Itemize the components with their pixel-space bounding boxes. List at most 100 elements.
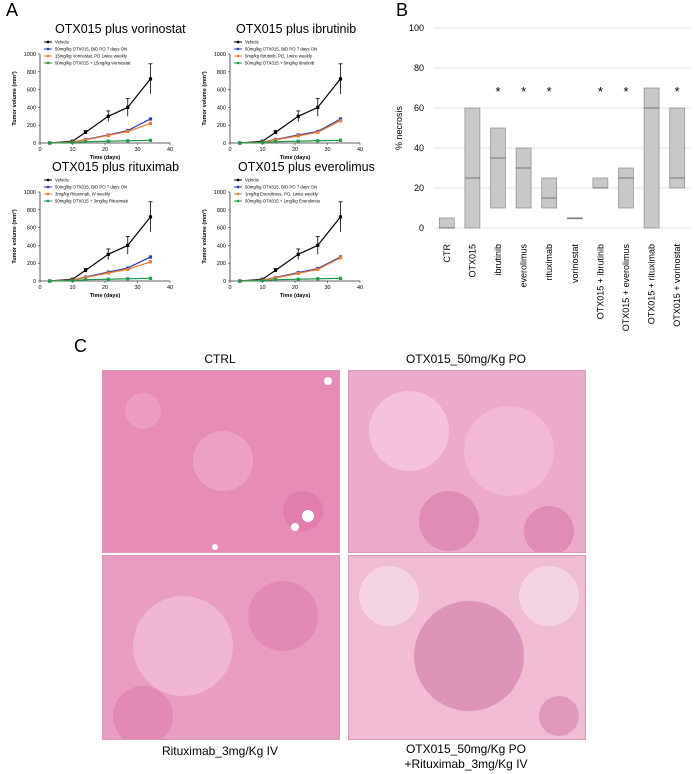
y-tick-label: 800 <box>27 208 36 214</box>
y-tick-label: 1000 <box>24 52 36 58</box>
y-tick-label: 200 <box>27 123 36 129</box>
x-category-label: OTX015 <box>467 244 477 278</box>
micrograph-ctrl <box>102 370 340 553</box>
y-tick-label: 600 <box>217 88 226 94</box>
series-line <box>239 257 341 282</box>
legend-marker <box>46 61 50 65</box>
data-point <box>83 278 88 282</box>
significance-star: * <box>547 84 552 99</box>
data-point <box>338 256 343 260</box>
y-tick-label: 200 <box>217 123 226 129</box>
y-axis-label: Tumor volume (mm³) <box>11 71 18 125</box>
data-point <box>148 276 153 280</box>
data-point <box>148 138 153 142</box>
legend-label: Vehicle <box>55 178 69 183</box>
y-tick-label: 0 <box>33 279 36 285</box>
data-point <box>70 140 75 145</box>
x-axis-label: Time (days) <box>280 155 311 161</box>
legend-marker <box>236 199 240 203</box>
data-point <box>148 255 153 259</box>
y-tick-label: 1000 <box>214 190 226 196</box>
box <box>464 107 481 229</box>
micrograph-label-combo-line2: +Rituximab_3mg/Kg IV <box>404 757 528 771</box>
x-category-label: OTX015 + rituximab <box>647 244 657 324</box>
data-point <box>106 277 110 281</box>
legend-label: 50mg/kg OTX015, BID PO 7 days ON <box>55 47 127 52</box>
y-tick-label: 400 <box>27 243 36 249</box>
legend-marker <box>46 192 50 196</box>
legend-marker <box>236 47 240 51</box>
legend-marker <box>236 54 240 58</box>
y-tick-label: 0 <box>223 279 226 285</box>
box <box>438 217 455 229</box>
data-point <box>296 139 300 143</box>
legend-label: 50mg/kg OTX015 + 5mg/kg Ibrutinib <box>245 61 315 66</box>
legend-label: 50mg/kg OTX015, BID PO 7 days ON <box>245 47 317 52</box>
y-tick-label: 600 <box>217 226 226 232</box>
x-tick-label: 10 <box>69 147 75 153</box>
x-tick-label: 10 <box>259 147 265 153</box>
x-tick-label: 30 <box>134 147 140 153</box>
chart-title-vorinostat: OTX015 plus vorinostat <box>55 22 186 36</box>
data-point <box>126 139 130 143</box>
data-point <box>126 105 130 109</box>
data-point <box>126 129 130 134</box>
y-tick-label: 600 <box>27 226 36 232</box>
chart-title-rituximab: OTX015 plus rituximab <box>52 160 180 174</box>
x-category-label: everolimus <box>519 244 529 288</box>
data-point <box>238 279 242 283</box>
data-point <box>273 138 278 142</box>
x-category-label: OTX015 + vorinostat <box>672 244 682 327</box>
data-point <box>338 77 343 81</box>
x-tick-label: 20 <box>292 147 298 153</box>
data-point <box>296 252 300 256</box>
x-tick-label: 40 <box>357 285 363 291</box>
data-point <box>126 243 130 247</box>
data-point <box>48 141 52 145</box>
data-point <box>338 119 343 123</box>
x-tick-label: 10 <box>259 285 265 291</box>
legend-marker <box>236 185 240 189</box>
data-point <box>48 279 52 283</box>
data-point <box>148 215 153 219</box>
box <box>669 107 686 189</box>
data-point <box>273 268 278 272</box>
series-line <box>239 216 341 282</box>
x-tick-label: 30 <box>324 285 330 291</box>
x-tick-label: 10 <box>69 285 75 291</box>
data-point <box>338 138 343 142</box>
legend-label: 50mg/kg OTX015, BID PO 7 days ON <box>55 185 127 190</box>
box <box>490 127 506 209</box>
data-point <box>296 277 300 281</box>
y-tick-label: 1000 <box>24 190 36 196</box>
data-point <box>338 276 343 280</box>
x-axis-label: Time (days) <box>90 293 121 299</box>
panel-a-letter: A <box>6 0 19 20</box>
legend-label: 50mg/kg OTX015 + 1mg/kg Everolimus <box>245 199 320 204</box>
series-line <box>239 120 341 144</box>
box <box>618 167 634 209</box>
significance-star: * <box>623 84 628 99</box>
y-tick-label: 60 <box>414 103 424 113</box>
data-point <box>316 105 320 109</box>
x-axis-label: Time (days) <box>90 155 121 161</box>
data-point <box>83 138 88 142</box>
legend-label: Vehicle <box>55 40 69 45</box>
legend-marker <box>46 40 50 44</box>
data-point <box>338 215 343 219</box>
data-point <box>106 271 110 275</box>
x-category-label: OTX015 + everolimus <box>621 244 631 332</box>
data-point <box>260 140 265 145</box>
legend-marker <box>46 199 50 203</box>
data-point <box>106 252 110 256</box>
data-point <box>148 260 153 264</box>
data-point <box>316 243 320 247</box>
legend-label: Vehicle <box>245 40 259 45</box>
x-tick-label: 40 <box>167 285 173 291</box>
data-point <box>106 133 110 138</box>
tumor-growth-chart-ibrutinib: 0 200 400 600 800 1000 0 10 20 30 40 Time (days) Tum… <box>190 36 380 164</box>
micrograph-label-otx015: OTX015_50mg/Kg PO <box>405 352 527 366</box>
y-tick-label: 200 <box>27 261 36 267</box>
series-line <box>239 139 341 144</box>
chart-title-ibrutinib: OTX015 plus ibrutinib <box>236 22 357 36</box>
